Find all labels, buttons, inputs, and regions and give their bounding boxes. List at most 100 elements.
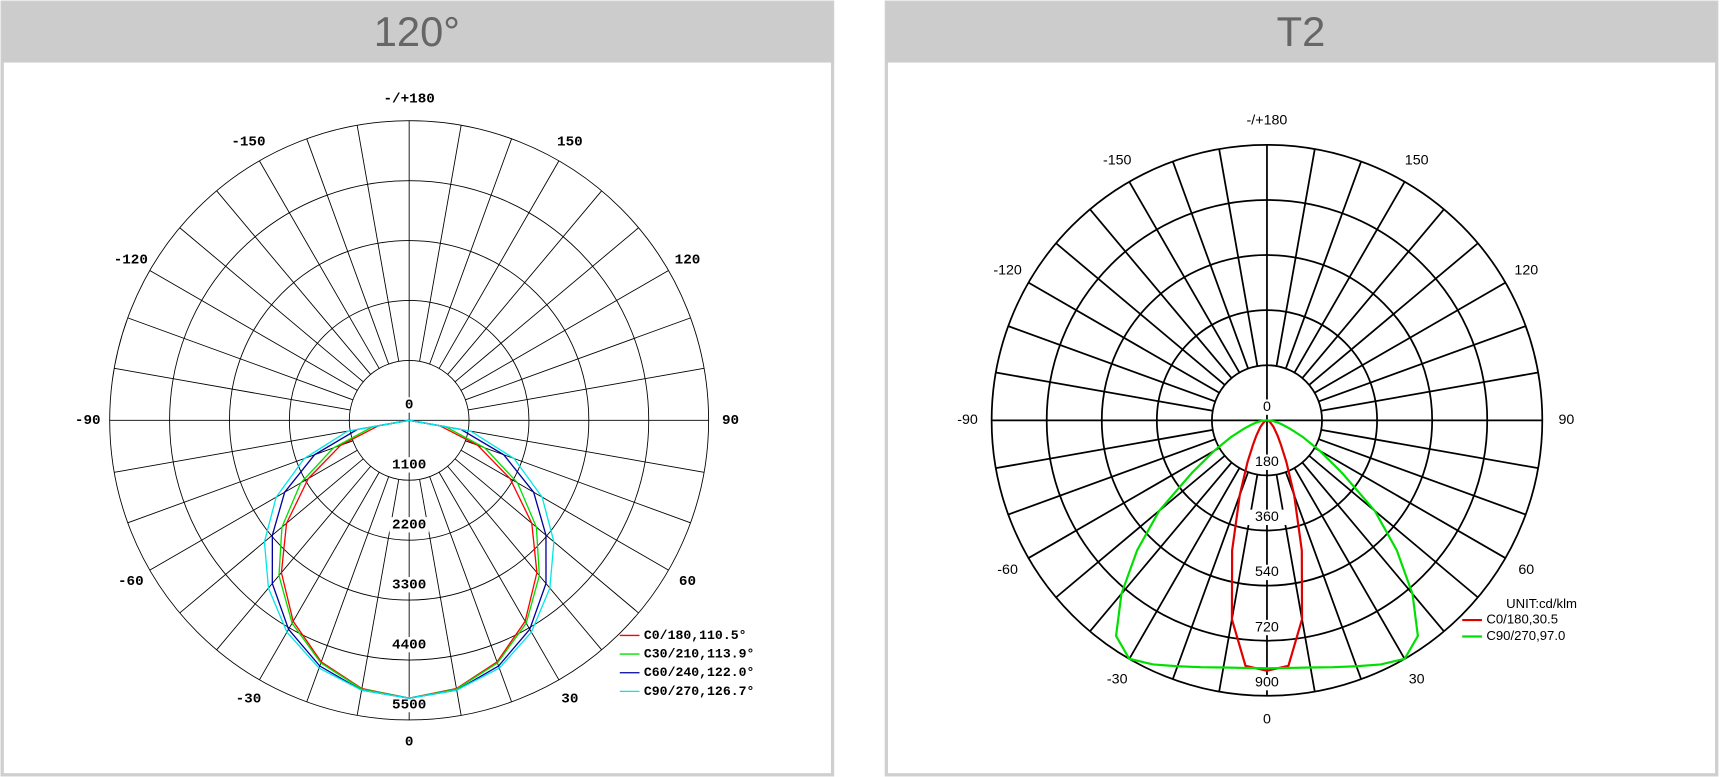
spoke: [1275, 148, 1316, 367]
r-label-bg: [1247, 454, 1287, 470]
r-tick-label: 0: [405, 398, 414, 414]
angle-tick-label: 150: [557, 135, 583, 151]
spoke: [149, 270, 358, 391]
panel-title: 120°: [374, 8, 460, 55]
spoke: [1007, 438, 1216, 516]
spoke: [460, 270, 669, 391]
angle-tick-label: 0: [1263, 712, 1271, 728]
spoke: [429, 138, 512, 365]
spoke: [1321, 429, 1539, 470]
angle-tick-label: 120: [1514, 262, 1538, 278]
angle-tick-label: -/+180: [1247, 112, 1288, 128]
angle-tick-label: 0: [405, 735, 414, 751]
spoke: [1055, 242, 1226, 386]
panel: [884, 0, 1719, 777]
curve: [1230, 419, 1304, 672]
angle-tick-label: 30: [1409, 672, 1425, 688]
angle-tick-label: -120: [114, 252, 148, 268]
r-label-bg: [1247, 674, 1287, 691]
r-tick-label: 180: [1255, 454, 1279, 470]
curve: [1114, 419, 1420, 670]
spoke: [1089, 208, 1233, 379]
spoke: [127, 317, 354, 401]
r-tick-label: 540: [1255, 564, 1279, 580]
angle-tick-label: 60: [1518, 562, 1534, 578]
angle-tick-label: 30: [561, 692, 578, 708]
angle-tick-label: -60: [118, 574, 144, 590]
spoke: [1308, 455, 1479, 599]
spoke: [114, 367, 351, 411]
r-label-bg: [1247, 399, 1287, 415]
spoke: [356, 125, 400, 362]
r-tick-label: 3300: [392, 577, 426, 593]
spoke: [1293, 181, 1406, 374]
legend-label: C60/240,122.0°: [644, 665, 755, 680]
r-label-bg: [389, 577, 429, 593]
angle-tick-label: 150: [1405, 153, 1429, 169]
legend-label: C0/180,110.5°: [644, 628, 747, 643]
spoke: [1284, 471, 1362, 680]
spoke: [438, 160, 560, 369]
legend-label: C90/270,126.7°: [644, 684, 755, 699]
spoke: [1314, 447, 1506, 559]
angle-tick-label: -60: [997, 562, 1018, 578]
spoke: [1171, 471, 1249, 680]
spoke: [447, 465, 602, 651]
spoke: [149, 449, 358, 571]
spoke: [306, 476, 390, 703]
spoke: [179, 227, 364, 383]
r-label-bg: [1247, 509, 1287, 526]
spoke: [1128, 467, 1241, 660]
spoke: [306, 138, 390, 365]
angle-tick-label: -/+180: [384, 92, 435, 108]
spoke: [460, 449, 669, 571]
panel-header: [2, 2, 833, 63]
angle-tick-label: -30: [236, 692, 262, 708]
panel-title: T2: [1277, 8, 1326, 55]
angle-tick-label: 90: [722, 413, 739, 429]
r-label-bg: [1247, 564, 1287, 581]
angle-tick-label: 120: [675, 252, 701, 268]
spoke: [1284, 161, 1362, 369]
spoke: [1318, 325, 1526, 403]
spoke: [995, 371, 1213, 412]
r-label-bg: [389, 397, 429, 413]
r-tick-label: 1100: [392, 458, 426, 474]
spoke: [454, 458, 639, 614]
legend-label: C90/270,97.0: [1486, 628, 1565, 643]
spoke: [447, 190, 602, 375]
spoke: [259, 160, 380, 369]
spoke: [259, 472, 380, 681]
r-tick-label: 0: [1263, 399, 1271, 415]
curve: [263, 419, 555, 699]
spoke: [468, 367, 705, 411]
spoke: [216, 465, 371, 651]
angle-tick-label: -120: [993, 262, 1022, 278]
r-label-bg: [389, 636, 429, 653]
spoke: [179, 458, 364, 614]
spoke: [1171, 161, 1249, 369]
r-tick-label: 900: [1255, 674, 1279, 690]
r-label-bg: [1247, 619, 1287, 636]
r-tick-label: 720: [1255, 619, 1279, 635]
spoke: [1301, 208, 1445, 379]
spoke: [1218, 148, 1259, 367]
angle-tick-label: 90: [1559, 412, 1575, 428]
r-label-bg: [389, 457, 429, 473]
spoke: [1308, 242, 1479, 386]
spoke: [1321, 371, 1539, 412]
spoke: [1293, 467, 1406, 660]
r-tick-label: 2200: [392, 518, 426, 534]
spoke: [419, 125, 462, 362]
spoke: [438, 472, 560, 681]
spoke: [429, 476, 512, 703]
spoke: [1055, 455, 1226, 599]
spoke: [1128, 181, 1241, 374]
unit-label: UNIT:cd/klm: [1506, 596, 1577, 611]
legend-label: C0/180,30.5: [1486, 612, 1558, 627]
angle-tick-label: -90: [75, 413, 101, 429]
spoke: [995, 429, 1213, 470]
spoke: [454, 227, 639, 383]
spoke: [1314, 281, 1506, 394]
